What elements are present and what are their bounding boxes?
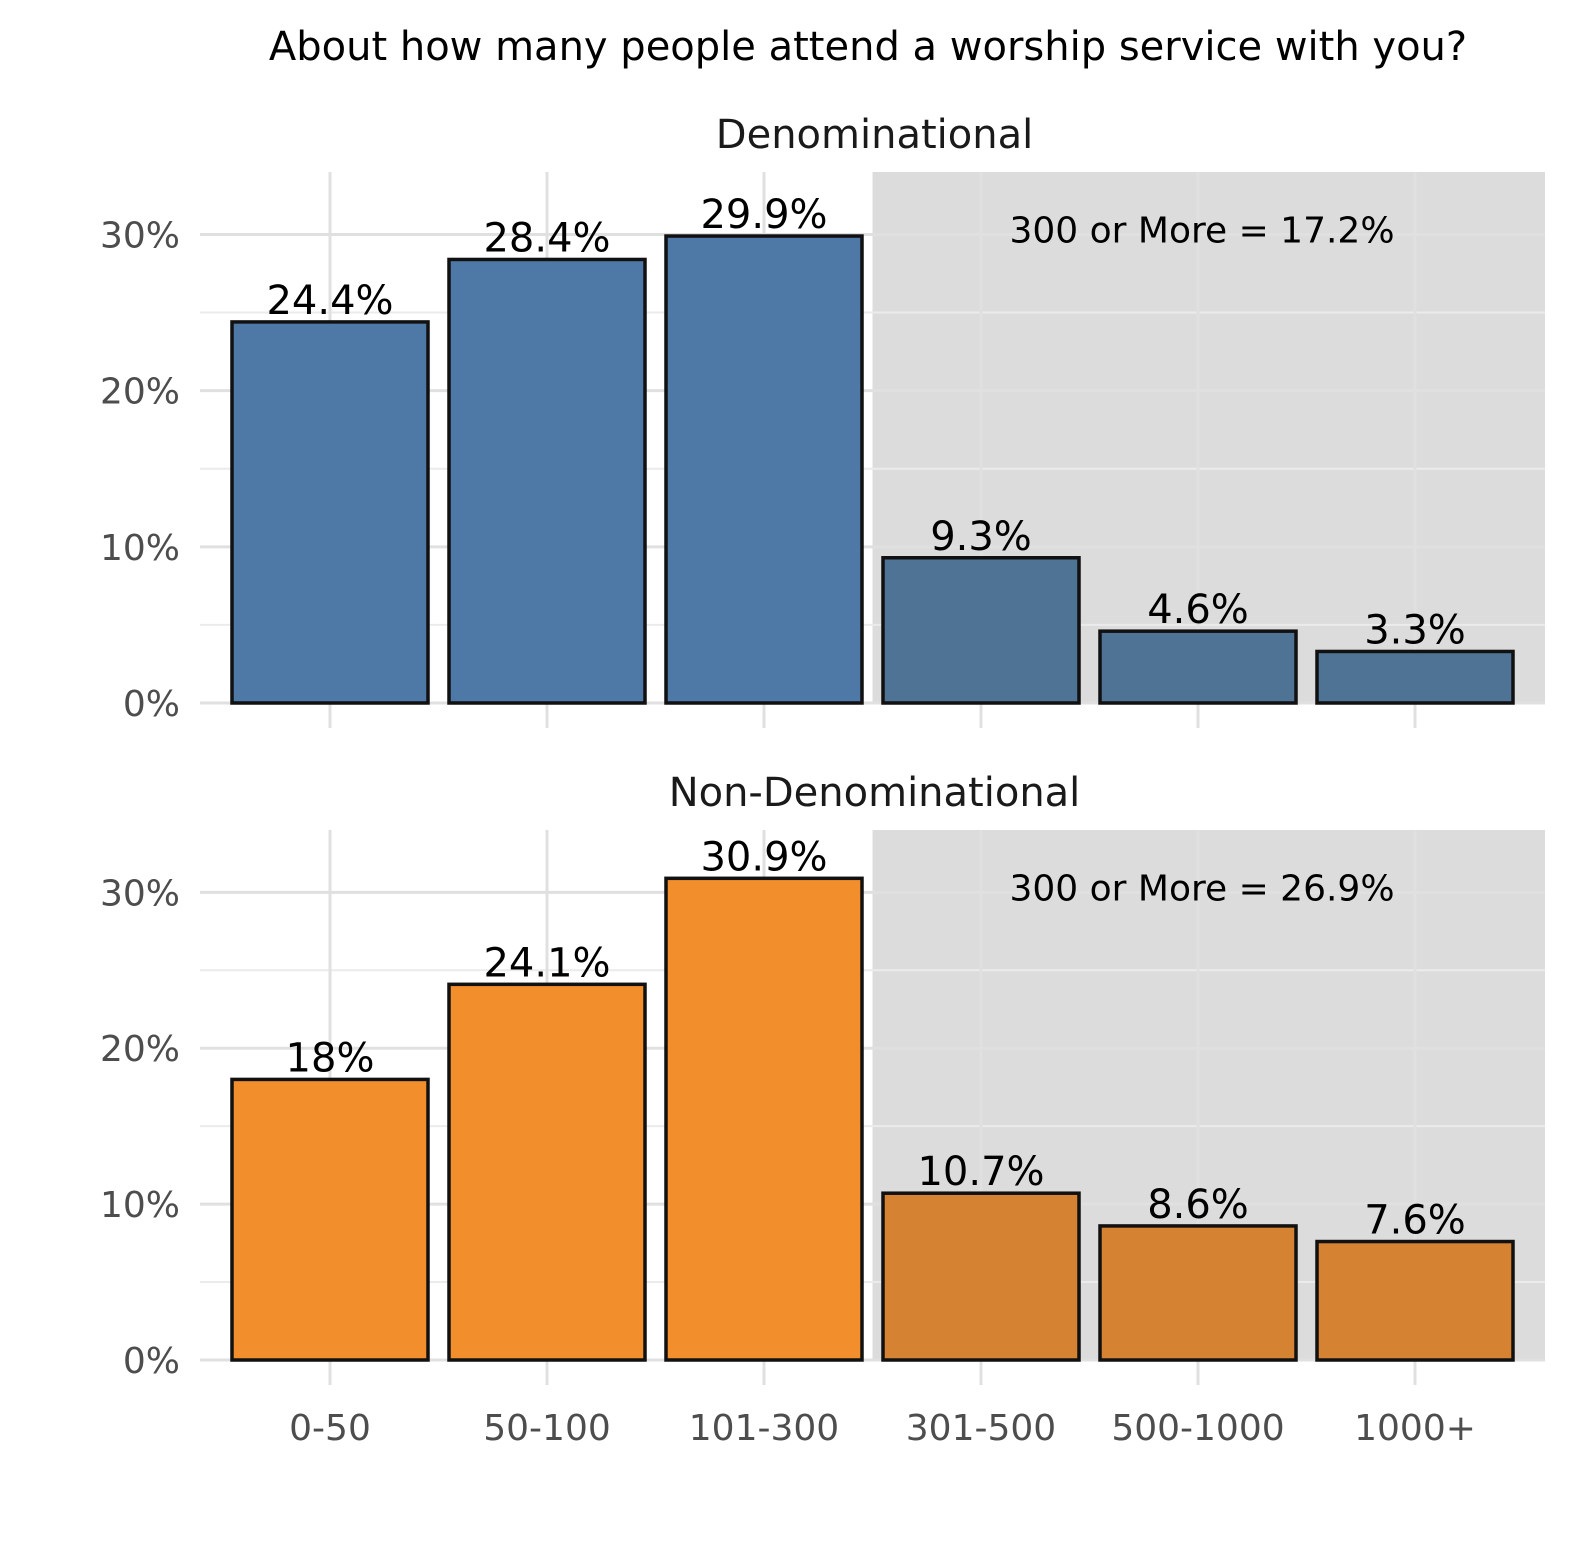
y-tick-label: 10% (100, 1185, 180, 1226)
bar (664, 234, 864, 705)
data-label: 8.6% (1147, 1182, 1249, 1228)
x-axis: 0-50 50-100 101-300 301-500 500-1000 1000+ (289, 1408, 1476, 1449)
x-tick-label: 301-500 (906, 1408, 1056, 1449)
data-label: 9.3% (930, 514, 1032, 560)
bar (881, 556, 1081, 705)
y-tick-label: 0% (123, 684, 180, 725)
bar (664, 876, 864, 1362)
chart-title: About how many people attend a worship s… (269, 24, 1467, 70)
y-tick-label: 20% (100, 1029, 180, 1070)
bar (1098, 629, 1298, 705)
y-tick-label: 0% (123, 1341, 180, 1382)
x-tick-label: 500-1000 (1111, 1408, 1284, 1449)
data-label: 3.3% (1364, 607, 1466, 653)
bar (1098, 1224, 1298, 1362)
data-label: 4.6% (1147, 587, 1249, 633)
annotation: 300 or More = 17.2% (1009, 210, 1394, 251)
data-label: 28.4% (483, 215, 610, 261)
facet-label: Non-Denominational (669, 770, 1081, 816)
data-label: 7.6% (1364, 1198, 1466, 1244)
data-label: 30.9% (700, 834, 827, 880)
x-tick-label: 0-50 (289, 1408, 371, 1449)
bar (447, 257, 647, 705)
y-tick-label: 20% (100, 372, 180, 413)
panel-denominational: Denominational 0% 10% 20% 30% 24.4% 28.4% 29.9%… (100, 112, 1545, 728)
data-label: 24.4% (266, 278, 393, 324)
panel-non-denominational: Non-Denominational 0% 10% 20% 30% 18% 24.1% 30.… (100, 770, 1545, 1385)
x-tick-label: 50-100 (483, 1408, 611, 1449)
x-tick-label: 101-300 (689, 1408, 839, 1449)
data-label: 24.1% (483, 940, 610, 986)
bar (447, 982, 647, 1362)
data-label: 10.7% (917, 1149, 1044, 1195)
data-label: 18% (286, 1035, 375, 1081)
bar (230, 320, 430, 705)
facet-label: Denominational (716, 112, 1033, 158)
x-tick-label: 1000+ (1354, 1408, 1476, 1449)
y-tick-label: 30% (100, 873, 180, 914)
bar (1315, 649, 1515, 705)
bar (1315, 1239, 1515, 1362)
y-tick-label: 10% (100, 528, 180, 569)
data-label: 29.9% (700, 192, 827, 238)
y-tick-label: 30% (100, 215, 180, 256)
bar (881, 1191, 1081, 1362)
annotation: 300 or More = 26.9% (1009, 868, 1394, 909)
bar (230, 1077, 430, 1362)
